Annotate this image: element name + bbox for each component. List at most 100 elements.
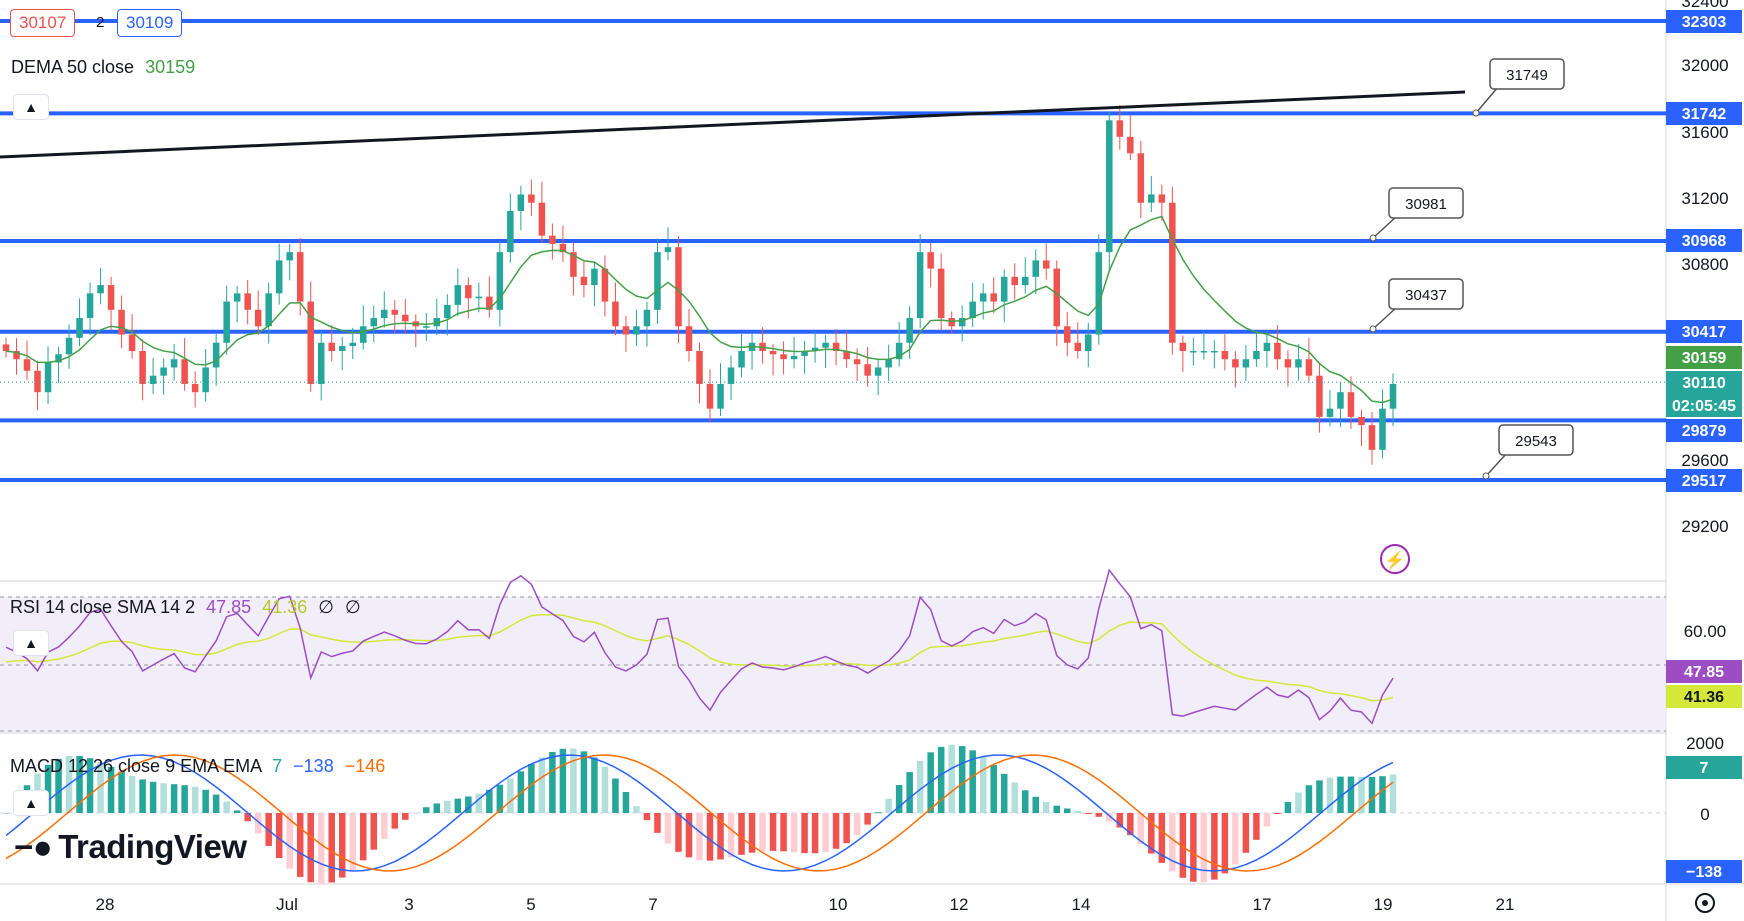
candle-body[interactable] (1379, 408, 1386, 450)
candle-body[interactable] (370, 318, 378, 327)
macd-histogram-bar[interactable] (1337, 776, 1344, 813)
macd-histogram-bar[interactable] (979, 756, 987, 813)
candle-body[interactable] (633, 326, 640, 335)
macd-histogram-bar[interactable] (958, 746, 966, 813)
candle-body[interactable] (349, 342, 357, 347)
candle-body[interactable] (265, 293, 272, 327)
candle-body[interactable] (538, 202, 546, 236)
macd-histogram-bar[interactable] (1232, 813, 1239, 865)
macd-histogram-bar[interactable] (1169, 813, 1176, 872)
macd-histogram-bar[interactable] (107, 766, 115, 813)
macd-histogram-bar[interactable] (885, 798, 892, 813)
macd-hist-axis-badge[interactable] (1666, 756, 1742, 779)
macd-histogram-bar[interactable] (465, 796, 472, 813)
macd-histogram-bar[interactable] (149, 781, 157, 813)
macd-histogram-bar[interactable] (475, 793, 483, 813)
candle-body[interactable] (191, 383, 199, 393)
candle-body[interactable] (517, 194, 525, 211)
macd-histogram-bar[interactable] (927, 752, 934, 813)
candle-body[interactable] (685, 326, 693, 351)
macd-histogram-bar[interactable] (937, 746, 945, 813)
candle-body[interactable] (1148, 194, 1155, 203)
candle-body[interactable] (1158, 194, 1166, 203)
rsi-legend[interactable]: RSI 14 close SMA 14 2 47.85 41.36 ∅ ∅ (10, 597, 361, 618)
macd-histogram-bar[interactable] (1284, 802, 1292, 813)
macd-histogram-bar[interactable] (1106, 813, 1113, 822)
macd-histogram-bar[interactable] (1253, 813, 1260, 840)
candle-body[interactable] (811, 347, 819, 351)
macd-histogram-bar[interactable] (717, 813, 724, 860)
candle-body[interactable] (433, 318, 441, 327)
macd-histogram-bar[interactable] (1127, 813, 1134, 836)
candle-body[interactable] (780, 354, 787, 360)
price-axis-badge[interactable] (1666, 469, 1742, 492)
candle-body[interactable] (118, 309, 125, 335)
macd-histogram-bar[interactable] (633, 806, 640, 813)
macd-histogram-bar[interactable] (170, 784, 178, 813)
rsi-sma-axis-badge[interactable] (1666, 685, 1742, 708)
candle-body[interactable] (97, 285, 104, 294)
candle-body[interactable] (790, 355, 798, 360)
candle-body[interactable] (1337, 392, 1344, 409)
macd-signal-line[interactable] (5, 754, 1394, 872)
candle-body[interactable] (727, 367, 735, 384)
candle-body[interactable] (1211, 350, 1218, 353)
macd-histogram-bar[interactable] (1190, 813, 1197, 882)
candle-body[interactable] (244, 293, 251, 310)
macd-histogram-bar[interactable] (528, 764, 535, 813)
price-axis-badge[interactable] (1666, 371, 1742, 394)
candle-body[interactable] (612, 301, 619, 327)
macd-histogram-bar[interactable] (591, 757, 598, 813)
candle-body[interactable] (1232, 359, 1239, 368)
macd-histogram-bar[interactable] (1148, 813, 1155, 854)
macd-histogram-bar[interactable] (433, 803, 441, 813)
candle-body[interactable] (853, 359, 861, 365)
candle-body[interactable] (507, 210, 514, 253)
macd-histogram-bar[interactable] (223, 801, 230, 813)
candle-body[interactable] (570, 252, 577, 277)
macd-histogram-bar[interactable] (496, 784, 504, 813)
macd-histogram-bar[interactable] (654, 813, 661, 833)
candle-body[interactable] (528, 194, 535, 203)
macd-histogram-bar[interactable] (86, 758, 94, 813)
bid-price-tag[interactable]: 30107 (10, 9, 76, 37)
macd-histogram-bar[interactable] (895, 785, 903, 813)
macd-histogram-bar[interactable] (622, 791, 630, 813)
macd-histogram-bar[interactable] (1305, 785, 1313, 813)
candle-body[interactable] (1253, 350, 1260, 360)
macd-histogram-bar[interactable] (1200, 813, 1208, 883)
macd-histogram-bar[interactable] (191, 786, 199, 813)
candle-body[interactable] (338, 346, 346, 351)
candle-body[interactable] (402, 314, 409, 322)
candle-body[interactable] (738, 350, 745, 368)
price-axis-badge[interactable] (1666, 320, 1742, 343)
price-axis-badge[interactable] (1666, 346, 1742, 369)
gear-icon[interactable] (1695, 893, 1715, 913)
macd-histogram-bar[interactable] (275, 813, 283, 858)
macd-histogram-bar[interactable] (1032, 796, 1039, 813)
macd-histogram-bar[interactable] (1295, 792, 1302, 813)
main-collapse-button[interactable]: ▲ (13, 94, 49, 120)
rsi-line[interactable] (5, 568, 1394, 725)
candle-body[interactable] (86, 293, 94, 319)
candle-body[interactable] (139, 350, 146, 384)
macd-histogram-bar[interactable] (1221, 813, 1229, 874)
macd-histogram-bar[interactable] (1053, 805, 1061, 813)
candle-body[interactable] (864, 364, 871, 376)
macd-histogram-bar[interactable] (486, 789, 493, 813)
candle-body[interactable] (44, 362, 52, 393)
candle-body[interactable] (223, 301, 230, 343)
macd-histogram-bar[interactable] (1074, 810, 1082, 813)
macd-histogram-bar[interactable] (381, 813, 388, 839)
candle-body[interactable] (1000, 276, 1008, 302)
candle-body[interactable] (843, 350, 850, 360)
candle-body[interactable] (769, 350, 777, 355)
candle-body[interactable] (1242, 359, 1250, 368)
candle-body[interactable] (1221, 350, 1229, 360)
macd-histogram-bar[interactable] (338, 813, 346, 878)
macd-histogram-bar[interactable] (748, 813, 756, 853)
lightning-icon[interactable] (1380, 544, 1410, 574)
candle-body[interactable] (13, 350, 20, 360)
candle-body[interactable] (622, 326, 630, 335)
rsi-axis-badge[interactable] (1666, 660, 1742, 683)
